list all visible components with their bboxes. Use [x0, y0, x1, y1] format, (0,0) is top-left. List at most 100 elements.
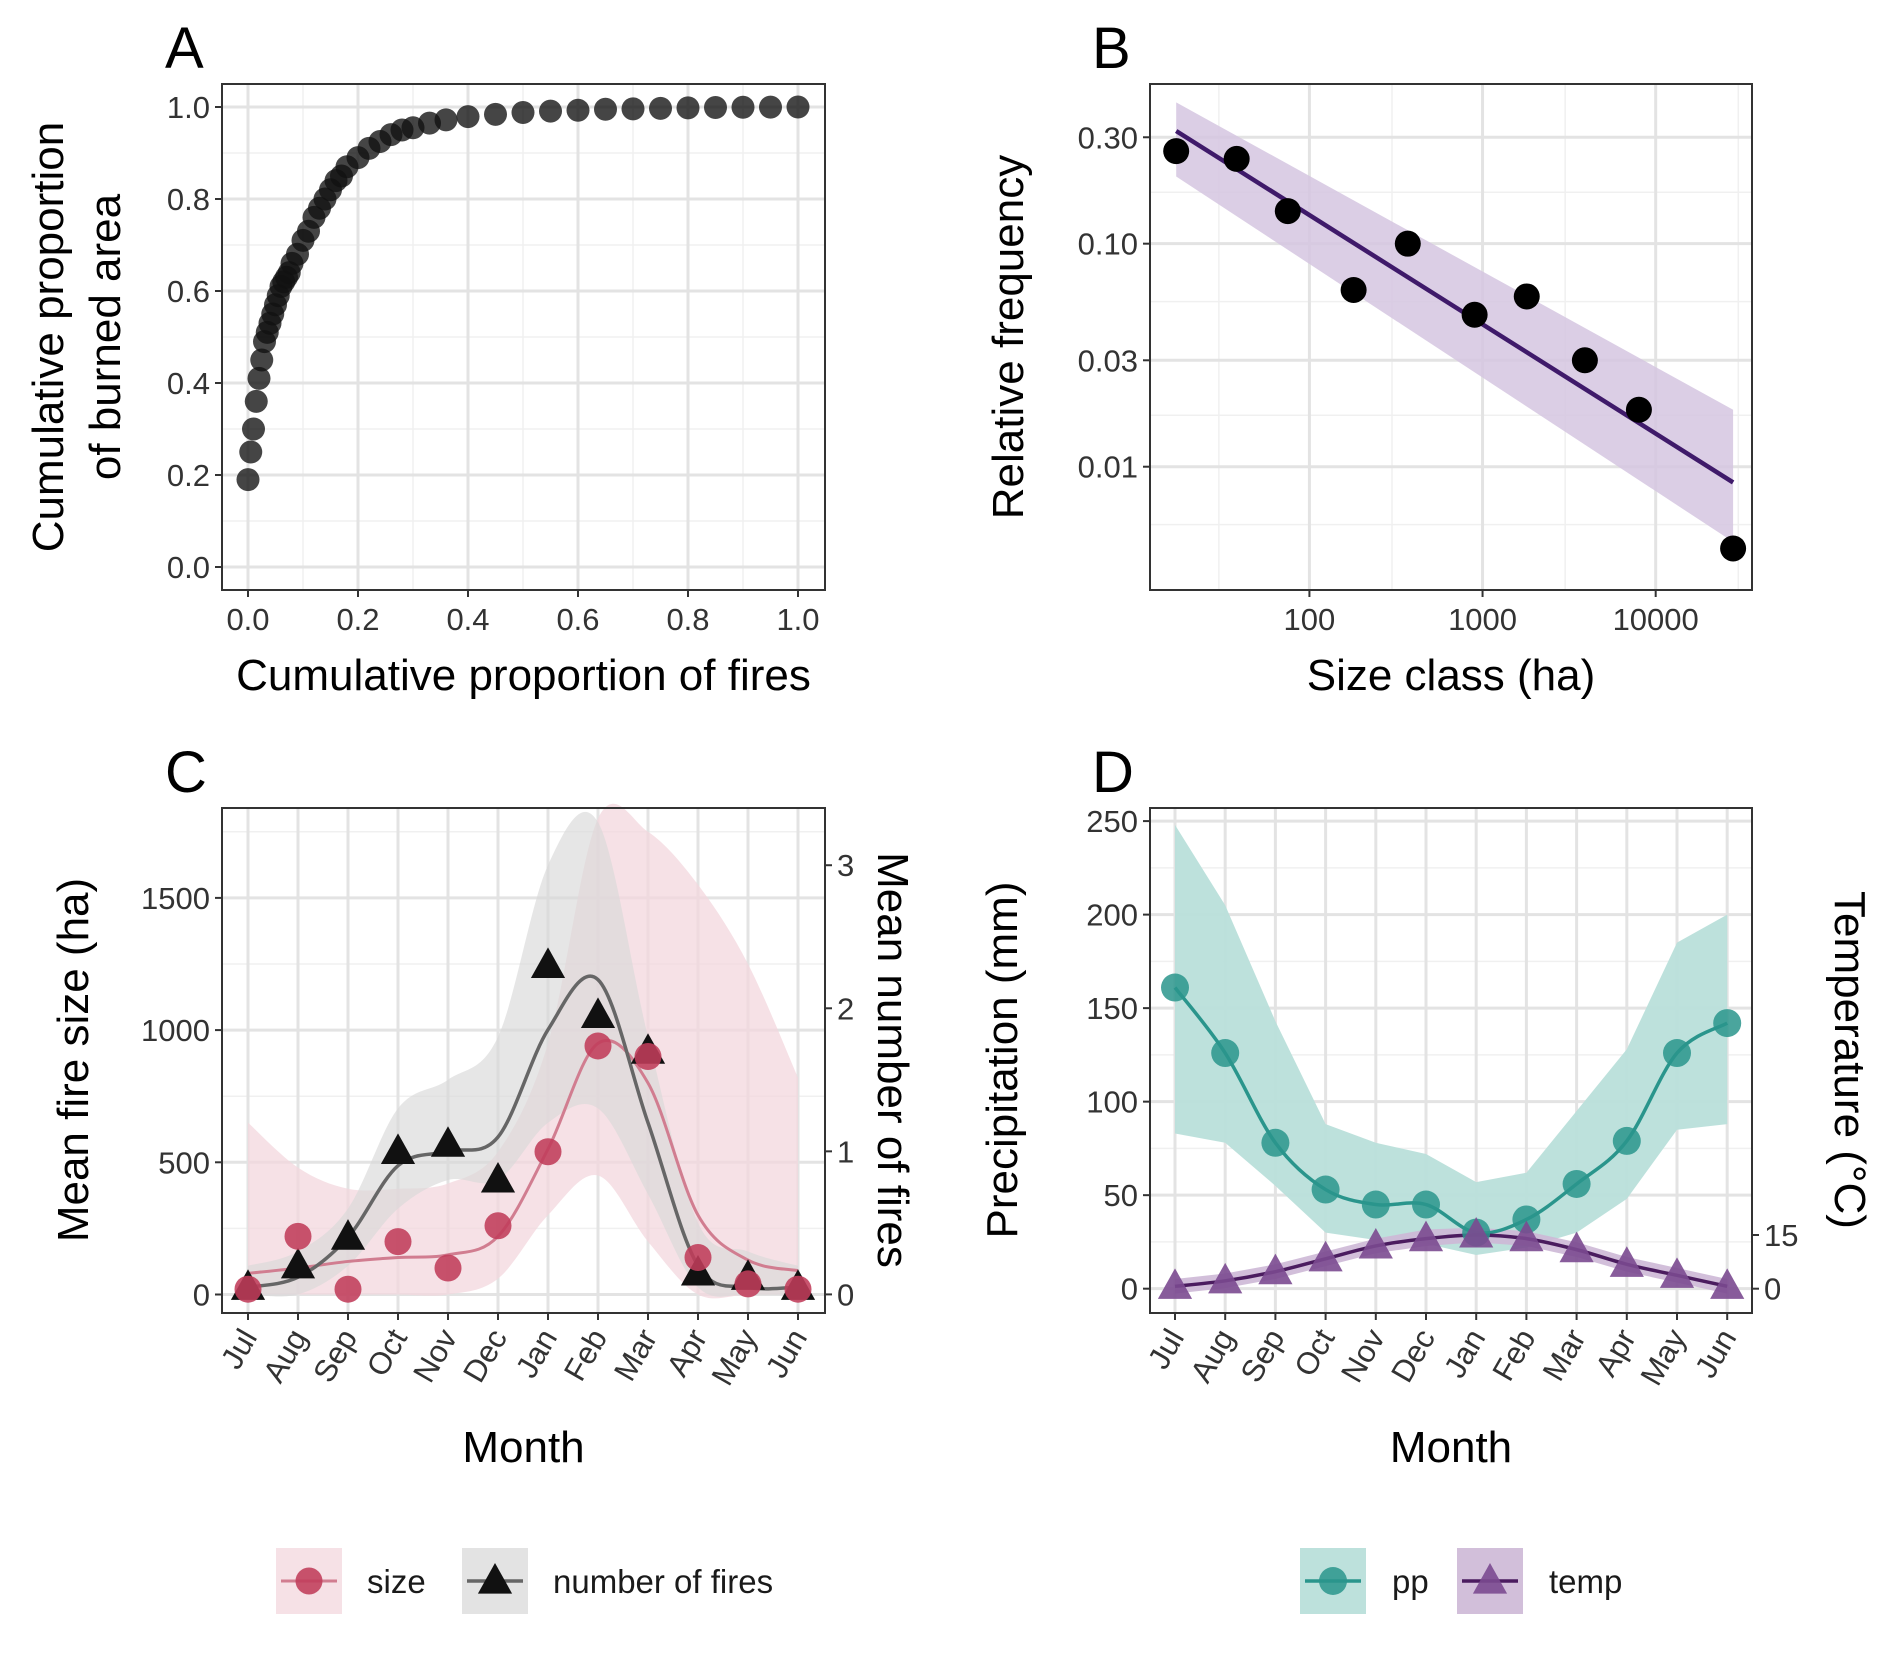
size-point [284, 1222, 312, 1250]
data-point [1571, 347, 1598, 374]
size-point [684, 1243, 712, 1271]
data-point [1163, 138, 1190, 165]
pp-confidence-band [1175, 824, 1728, 1256]
temp-point [1609, 1246, 1644, 1277]
fires-point [430, 1126, 466, 1157]
x-tick-label: 0.6 [556, 602, 599, 637]
pp-point [1713, 1009, 1742, 1038]
pp-point [1562, 1169, 1591, 1198]
data-point [239, 440, 263, 464]
plot-border [1149, 83, 1753, 591]
data-point [250, 348, 274, 372]
pp-point [1161, 973, 1189, 1002]
pp-point [1412, 1190, 1440, 1219]
size-point [484, 1212, 512, 1240]
data-point [539, 99, 562, 123]
panel-d-chart: 050100150200250015JulAugSepOctNovDecJanF… [978, 804, 1874, 1472]
y-tick-label: 0.30 [1078, 120, 1138, 155]
legend-temp-label: temp [1549, 1563, 1622, 1600]
y-tick-label: 200 [1086, 898, 1138, 933]
data-point [511, 101, 535, 125]
y-right-tick-label: 0 [1764, 1272, 1781, 1307]
temp-point [1358, 1227, 1393, 1259]
y-axis-title: Precipitation (mm) [978, 882, 1027, 1239]
data-point [594, 97, 617, 121]
size-point [734, 1270, 762, 1298]
panel-b-chart: 100 1000 10000 0.01 0.03 0.10 0.30 Size class (… [984, 83, 1753, 700]
fires-confidence-band [248, 811, 798, 1297]
legend-size-key-point [295, 1567, 323, 1595]
size-point [384, 1228, 412, 1256]
data-point [434, 108, 458, 132]
temp-point [1208, 1262, 1243, 1294]
x-tick-label: 1.0 [776, 602, 819, 637]
panel-label-c: C [165, 740, 207, 805]
y-right-tick-label: 1 [837, 1134, 854, 1169]
legend-size-label: size [367, 1563, 426, 1600]
y-axis-title-line2: of burned area [81, 193, 130, 480]
y-right-tick-label: 15 [1764, 1218, 1798, 1253]
data-point [1274, 198, 1301, 225]
temp-point [1408, 1220, 1444, 1252]
size-point [334, 1275, 362, 1303]
legend-pp-label: pp [1392, 1563, 1429, 1600]
fires-point [330, 1219, 366, 1250]
fires-point [280, 1247, 316, 1279]
temp-point [1659, 1257, 1695, 1288]
temp-point [1509, 1220, 1544, 1252]
temp-point [1710, 1268, 1745, 1299]
plot-border [221, 807, 826, 1314]
legend-temp-key-point [1472, 1563, 1508, 1594]
data-point [1720, 535, 1747, 562]
x-tick-label: 0.4 [446, 602, 489, 637]
fit-line [1174, 129, 1735, 485]
data-point [1223, 145, 1250, 172]
data-point [1625, 396, 1652, 423]
fires-point [530, 947, 566, 978]
panel-a-chart: 0.0 0.2 0.4 0.6 0.8 1.0 0.0 0.2 0.4 0.6 0.8 1.0 Cumu… [24, 83, 826, 700]
panel-label-a: A [165, 16, 204, 81]
data-point [484, 102, 507, 126]
temp-point [1258, 1253, 1293, 1285]
y-tick-label: 500 [158, 1145, 210, 1180]
data-point [236, 468, 260, 492]
y-tick-label: 0.6 [167, 274, 210, 309]
legend-d: pp temp [1300, 1548, 1622, 1614]
legend-pp-key-point [1319, 1567, 1347, 1595]
y-tick-label: 0 [193, 1277, 210, 1312]
x-tick-label: 0.8 [666, 602, 709, 637]
y-tick-label: 0.0 [167, 550, 210, 585]
size-point [234, 1275, 262, 1303]
data-point [704, 95, 727, 119]
temp-point [1308, 1240, 1343, 1272]
pp-point [1311, 1175, 1340, 1204]
y-tick-label: 0.01 [1078, 450, 1138, 485]
pp-point [1211, 1039, 1240, 1068]
x-tick-label: 0.0 [226, 602, 269, 637]
pp-point [1512, 1205, 1541, 1234]
y-tick-label: 0.8 [167, 182, 210, 217]
y-tick-label: 0 [1121, 1272, 1138, 1307]
x-tick-label: 100 [1284, 602, 1336, 637]
x-axis-title: Month [462, 1423, 584, 1472]
data-point [1461, 301, 1488, 328]
data-point [566, 98, 590, 122]
data-point [1394, 230, 1421, 257]
pp-point [1612, 1126, 1641, 1155]
panel-label-d: D [1092, 740, 1134, 805]
data-point [621, 97, 645, 121]
size-point [784, 1275, 812, 1303]
data-point [731, 95, 755, 119]
pp-point [1261, 1128, 1290, 1157]
x-tick-label: 10000 [1613, 602, 1699, 637]
data-point [456, 105, 480, 129]
y-axis-title: Mean fire size (ha) [49, 878, 98, 1242]
confidence-band [1176, 102, 1734, 542]
size-point [534, 1138, 562, 1166]
y-axis-title: Relative frequency [984, 155, 1033, 519]
y-tick-label: 1000 [141, 1013, 210, 1048]
size-point [634, 1043, 662, 1071]
data-point [759, 95, 782, 119]
y-tick-label: 0.2 [167, 458, 210, 493]
